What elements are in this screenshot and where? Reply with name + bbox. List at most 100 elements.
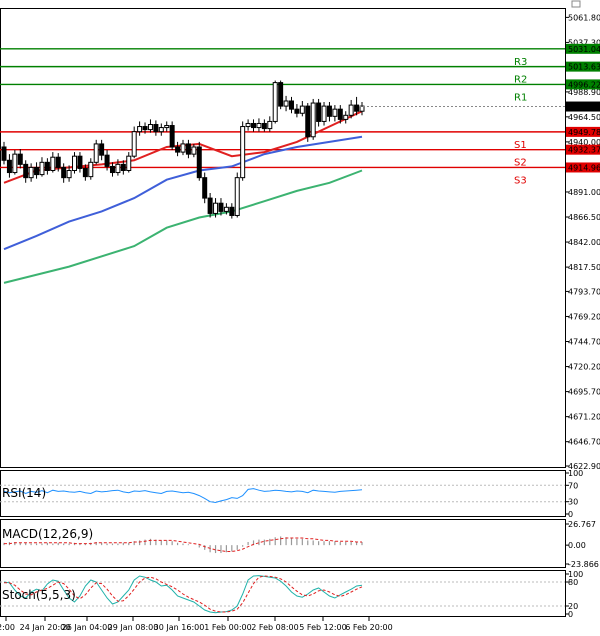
y-tick-label: 4842.00	[568, 238, 600, 247]
level-tag-s2	[566, 144, 600, 155]
candle-bull	[12, 153, 18, 174]
macd-signal-line	[4, 537, 362, 552]
stoch-tick-label: 0	[568, 610, 573, 619]
candle-bear	[23, 163, 29, 179]
candle-bear	[34, 166, 40, 176]
candle-bull	[310, 102, 316, 138]
candles	[1, 80, 365, 219]
candle-bear	[109, 165, 115, 174]
candle-bull	[137, 126, 143, 133]
candle-bull	[359, 105, 365, 112]
candle-bull	[272, 82, 278, 122]
candle-bull	[240, 126, 246, 179]
candle-bull	[28, 166, 34, 179]
candle-bear	[120, 163, 126, 171]
candle-bear	[326, 105, 332, 117]
level-tag-s1	[566, 126, 600, 137]
x-tick-label: 1 Feb 00:00	[204, 623, 251, 632]
level-tag-r2	[566, 61, 600, 72]
candle-bull	[223, 206, 229, 212]
candle-bull	[343, 114, 349, 120]
level-name-r3: R3	[514, 57, 527, 68]
rsi-line	[3, 488, 363, 504]
candle-bear	[99, 143, 105, 156]
candle-bear	[337, 108, 343, 120]
candle-bear	[44, 161, 50, 171]
y-tick-label: 4622.90	[568, 462, 600, 471]
y-tick-label: 4646.70	[568, 438, 600, 447]
candle-bull	[93, 143, 99, 163]
y-tick-label: 4671.20	[568, 413, 600, 422]
macd-tick-label: 0.00	[568, 541, 586, 550]
x-tick-label: 5 Feb 12:00	[299, 623, 346, 632]
candle-bull	[180, 143, 186, 153]
candle-bull	[267, 120, 273, 130]
candle-bear	[82, 167, 88, 178]
stoch-panel	[0, 570, 566, 617]
stoch-title: Stoch(5,5,3)	[2, 588, 76, 602]
x-tick-label: 26 Jan 04:00	[62, 623, 113, 632]
stoch-main-line	[3, 575, 363, 614]
candle-bull	[234, 177, 240, 216]
x-tick-label: 2:00	[0, 623, 15, 632]
candle-bull	[321, 105, 327, 122]
candle-bear	[17, 153, 23, 165]
candle-bull	[39, 161, 45, 176]
macd-indicator: 26.767 0.00 -23.866 MACD(12,26,9)	[2, 520, 599, 569]
candle-bear	[175, 146, 181, 153]
candle-bull	[88, 161, 94, 178]
x-tick-label: 30 Jan 16:00	[154, 623, 205, 632]
level-value-r1: 4996.22	[568, 80, 600, 89]
candle-bear	[218, 202, 224, 212]
y-tick-label: 4940.00	[568, 138, 600, 147]
rsi-panel	[0, 470, 566, 517]
candle-bull	[299, 105, 305, 114]
candle-bull	[126, 155, 132, 171]
level-tag-r1	[566, 79, 600, 90]
candle-bull	[115, 163, 121, 174]
candle-bull	[245, 122, 251, 128]
stoch-tick-label: 100	[568, 570, 583, 579]
candle-bear	[294, 108, 300, 114]
candle-bull	[72, 155, 78, 171]
candle-bear	[288, 100, 294, 110]
stoch-tick-label: 20	[568, 602, 578, 611]
candle-bull	[164, 125, 170, 129]
rsi-tick-label: 0	[568, 510, 573, 519]
rsi-indicator: 100 70 30 0 RSI(14)	[0, 469, 583, 519]
y-tick-label: 4695.70	[568, 388, 600, 397]
level-value-r2: 5013.63	[568, 63, 600, 72]
candle-bull	[66, 169, 72, 179]
rsi-title: RSI(14)	[2, 486, 46, 500]
level-name-s3: S3	[514, 175, 527, 186]
candle-bear	[354, 104, 360, 112]
candle-bear	[202, 177, 208, 199]
candle-bull	[191, 146, 197, 155]
candle-bear	[251, 122, 257, 129]
y-tick-label: 4720.20	[568, 363, 600, 372]
level-tag-r3	[566, 43, 600, 54]
price-tag-value: 4974.58	[568, 103, 600, 112]
candle-bull	[147, 124, 153, 131]
price-tag-box	[566, 101, 600, 112]
candle-bull	[213, 202, 219, 214]
corner-marker-icon[interactable]	[571, 0, 581, 8]
y-tick-label: 4817.50	[568, 263, 600, 272]
level-name-r1: R1	[514, 92, 527, 103]
rsi-tick-label: 70	[568, 481, 578, 490]
x-tick-label: 24 Jan 20:00	[20, 623, 71, 632]
candle-bull	[283, 100, 289, 107]
candle-bear	[261, 122, 267, 130]
ma-mid-line	[3, 135, 363, 251]
candle-bear	[278, 82, 284, 107]
candle-bull	[50, 156, 56, 171]
candle-bear	[169, 125, 175, 148]
level-tag-s3	[566, 162, 600, 173]
candle-bull	[348, 104, 354, 116]
y-tick-label: 5037.30	[568, 38, 600, 47]
candle-bull	[131, 131, 137, 157]
rsi-tick-label: 100	[568, 469, 583, 478]
